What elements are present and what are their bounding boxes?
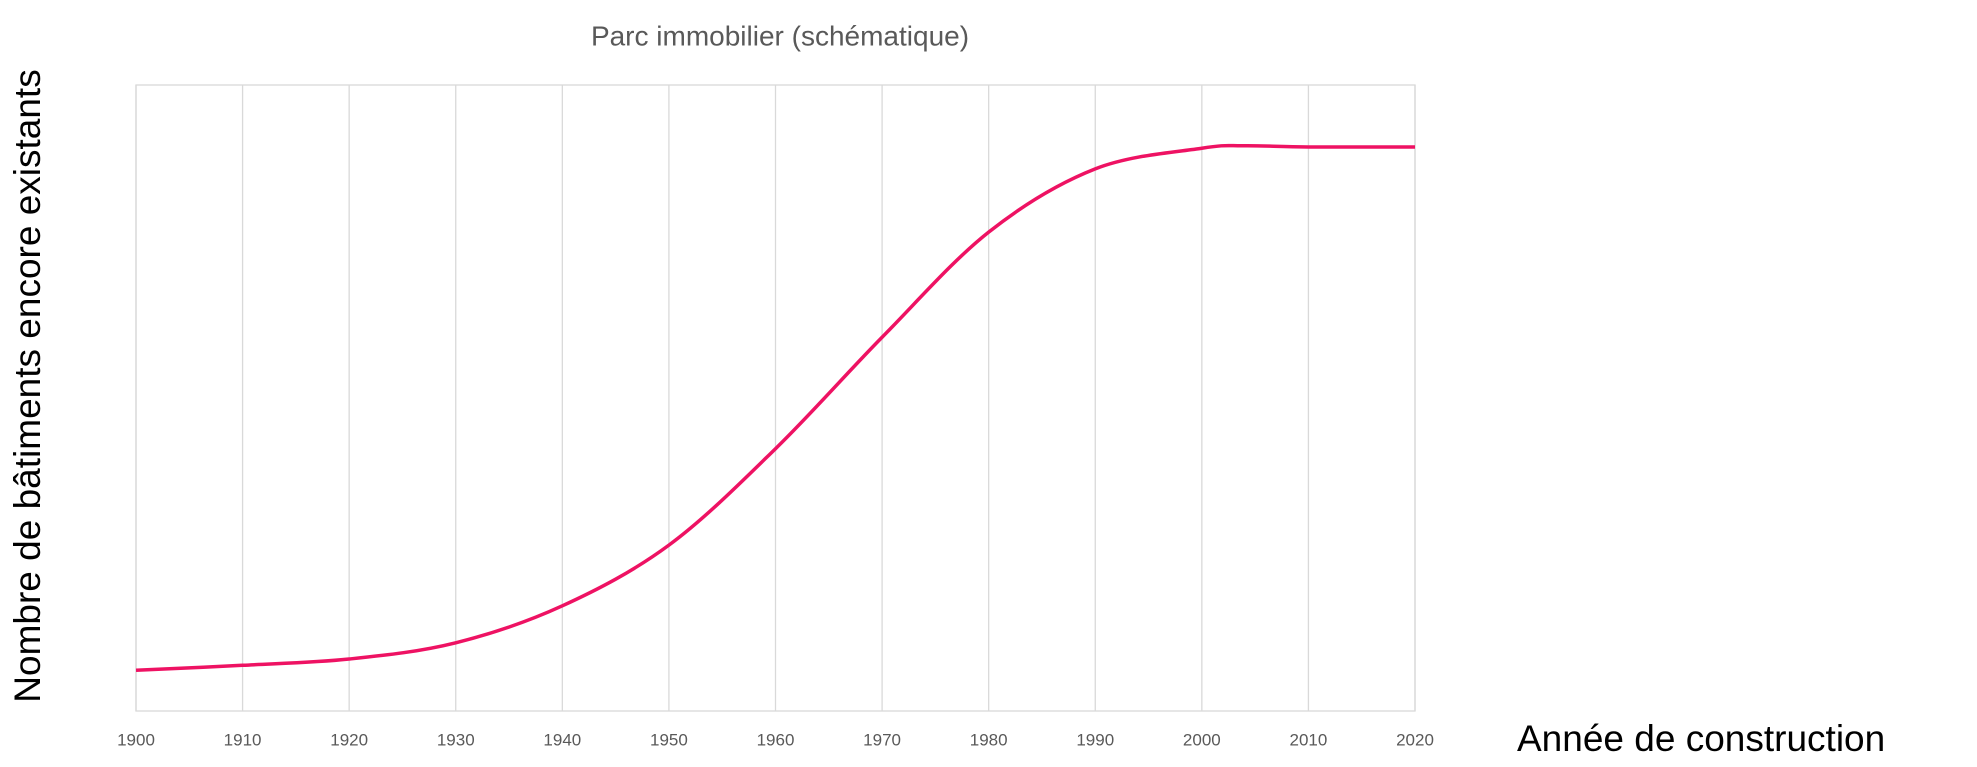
x-tick-label: 1950 bbox=[650, 730, 688, 749]
x-tick-label: 1940 bbox=[543, 730, 581, 749]
x-axis-label: Année de construction bbox=[1517, 718, 1885, 759]
x-tick-label: 2000 bbox=[1183, 730, 1221, 749]
x-tick-label: 1980 bbox=[970, 730, 1008, 749]
x-tick-label: 1930 bbox=[437, 730, 475, 749]
x-tick-label: 1900 bbox=[117, 730, 155, 749]
x-tick-label: 1970 bbox=[863, 730, 901, 749]
x-tick-label: 1960 bbox=[757, 730, 795, 749]
line-series bbox=[135, 143, 1416, 673]
x-tick-label: 1910 bbox=[224, 730, 262, 749]
y-axis-label: Nombre de bâtiments encore existants bbox=[7, 69, 48, 702]
x-tick-label: 1920 bbox=[330, 730, 368, 749]
x-tick-label: 2020 bbox=[1396, 730, 1434, 749]
chart-title: Parc immobilier (schématique) bbox=[591, 20, 969, 51]
x-tick-label: 2010 bbox=[1290, 730, 1328, 749]
x-tick-label: 1990 bbox=[1076, 730, 1114, 749]
